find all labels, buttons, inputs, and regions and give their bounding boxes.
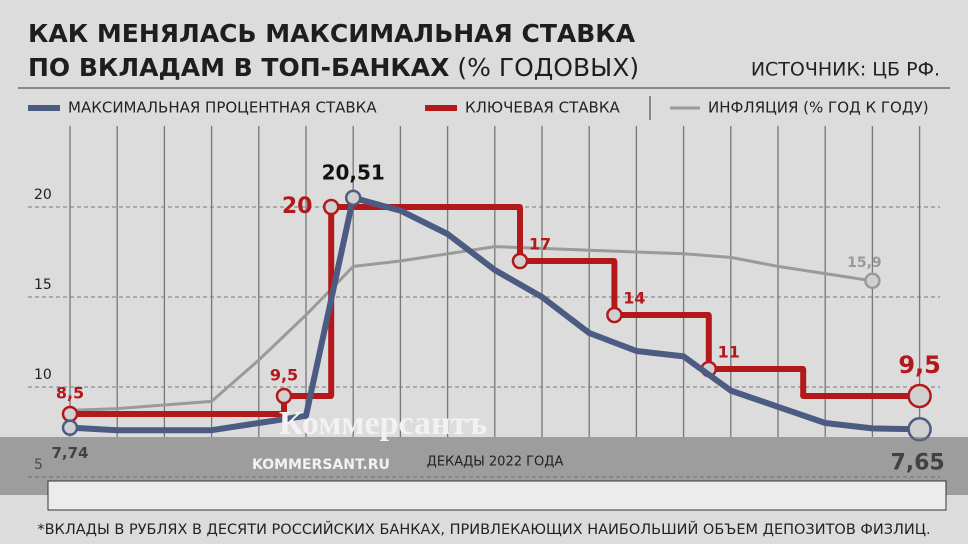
y-tick-label: 20 [34, 187, 52, 203]
y-tick-label: 10 [34, 367, 52, 383]
title-line: ПО ВКЛАДАМ В ТОП-БАНКАХ (% ГОДОВЫХ) [28, 53, 639, 82]
point-marker [344, 189, 362, 207]
data-label: 15,9 [847, 255, 882, 271]
y-tick-label: 15 [34, 277, 52, 293]
series-line [69, 194, 920, 434]
title-unit: (% ГОДОВЫХ) [457, 53, 639, 82]
point-marker [275, 387, 293, 405]
watermark: Коммерсантъ [279, 405, 487, 442]
data-label: 20 [282, 194, 313, 219]
data-label: 9,5 [270, 366, 298, 385]
point-marker [61, 405, 79, 423]
watermark-url: KOMMERSANT.RU [252, 457, 390, 473]
data-label: 8,5 [56, 384, 84, 403]
footnote: *ВКЛАДЫ В РУБЛЯХ В ДЕСЯТИ РОССИЙСКИХ БАН… [37, 520, 930, 538]
point-marker [864, 272, 881, 290]
legend-label: КЛЮЧЕВАЯ СТАВКА [465, 99, 620, 117]
point-marker [606, 306, 623, 324]
legend-label: МАКСИМАЛЬНАЯ ПРОЦЕНТНАЯ СТАВКА [68, 99, 377, 117]
data-label: 14 [623, 289, 645, 308]
x-axis-box [47, 480, 947, 511]
point-marker [61, 419, 79, 436]
x-axis-label: ДЕКАДЫ 2022 ГОДА [427, 455, 564, 470]
data-label: 20,51 [322, 160, 385, 184]
title: КАК МЕНЯЛАСЬ МАКСИМАЛЬНАЯ СТАВКА [28, 19, 636, 48]
legend-label: ИНФЛЯЦИЯ (% ГОД К ГОДУ) [708, 99, 929, 117]
point-marker [511, 252, 529, 270]
source: ИСТОЧНИК: ЦБ РФ. [751, 59, 940, 81]
data-label: 11 [718, 343, 740, 362]
title-bold: ПО ВКЛАДАМ В ТОП-БАНКАХ [28, 53, 449, 82]
data-label: 9,5 [898, 351, 941, 379]
data-label: 17 [529, 235, 551, 254]
point-marker [322, 198, 340, 216]
legend: МАКСИМАЛЬНАЯ ПРОЦЕНТНАЯ СТАВКА КЛЮЧЕВАЯ С… [28, 96, 929, 120]
point-marker [907, 383, 932, 409]
